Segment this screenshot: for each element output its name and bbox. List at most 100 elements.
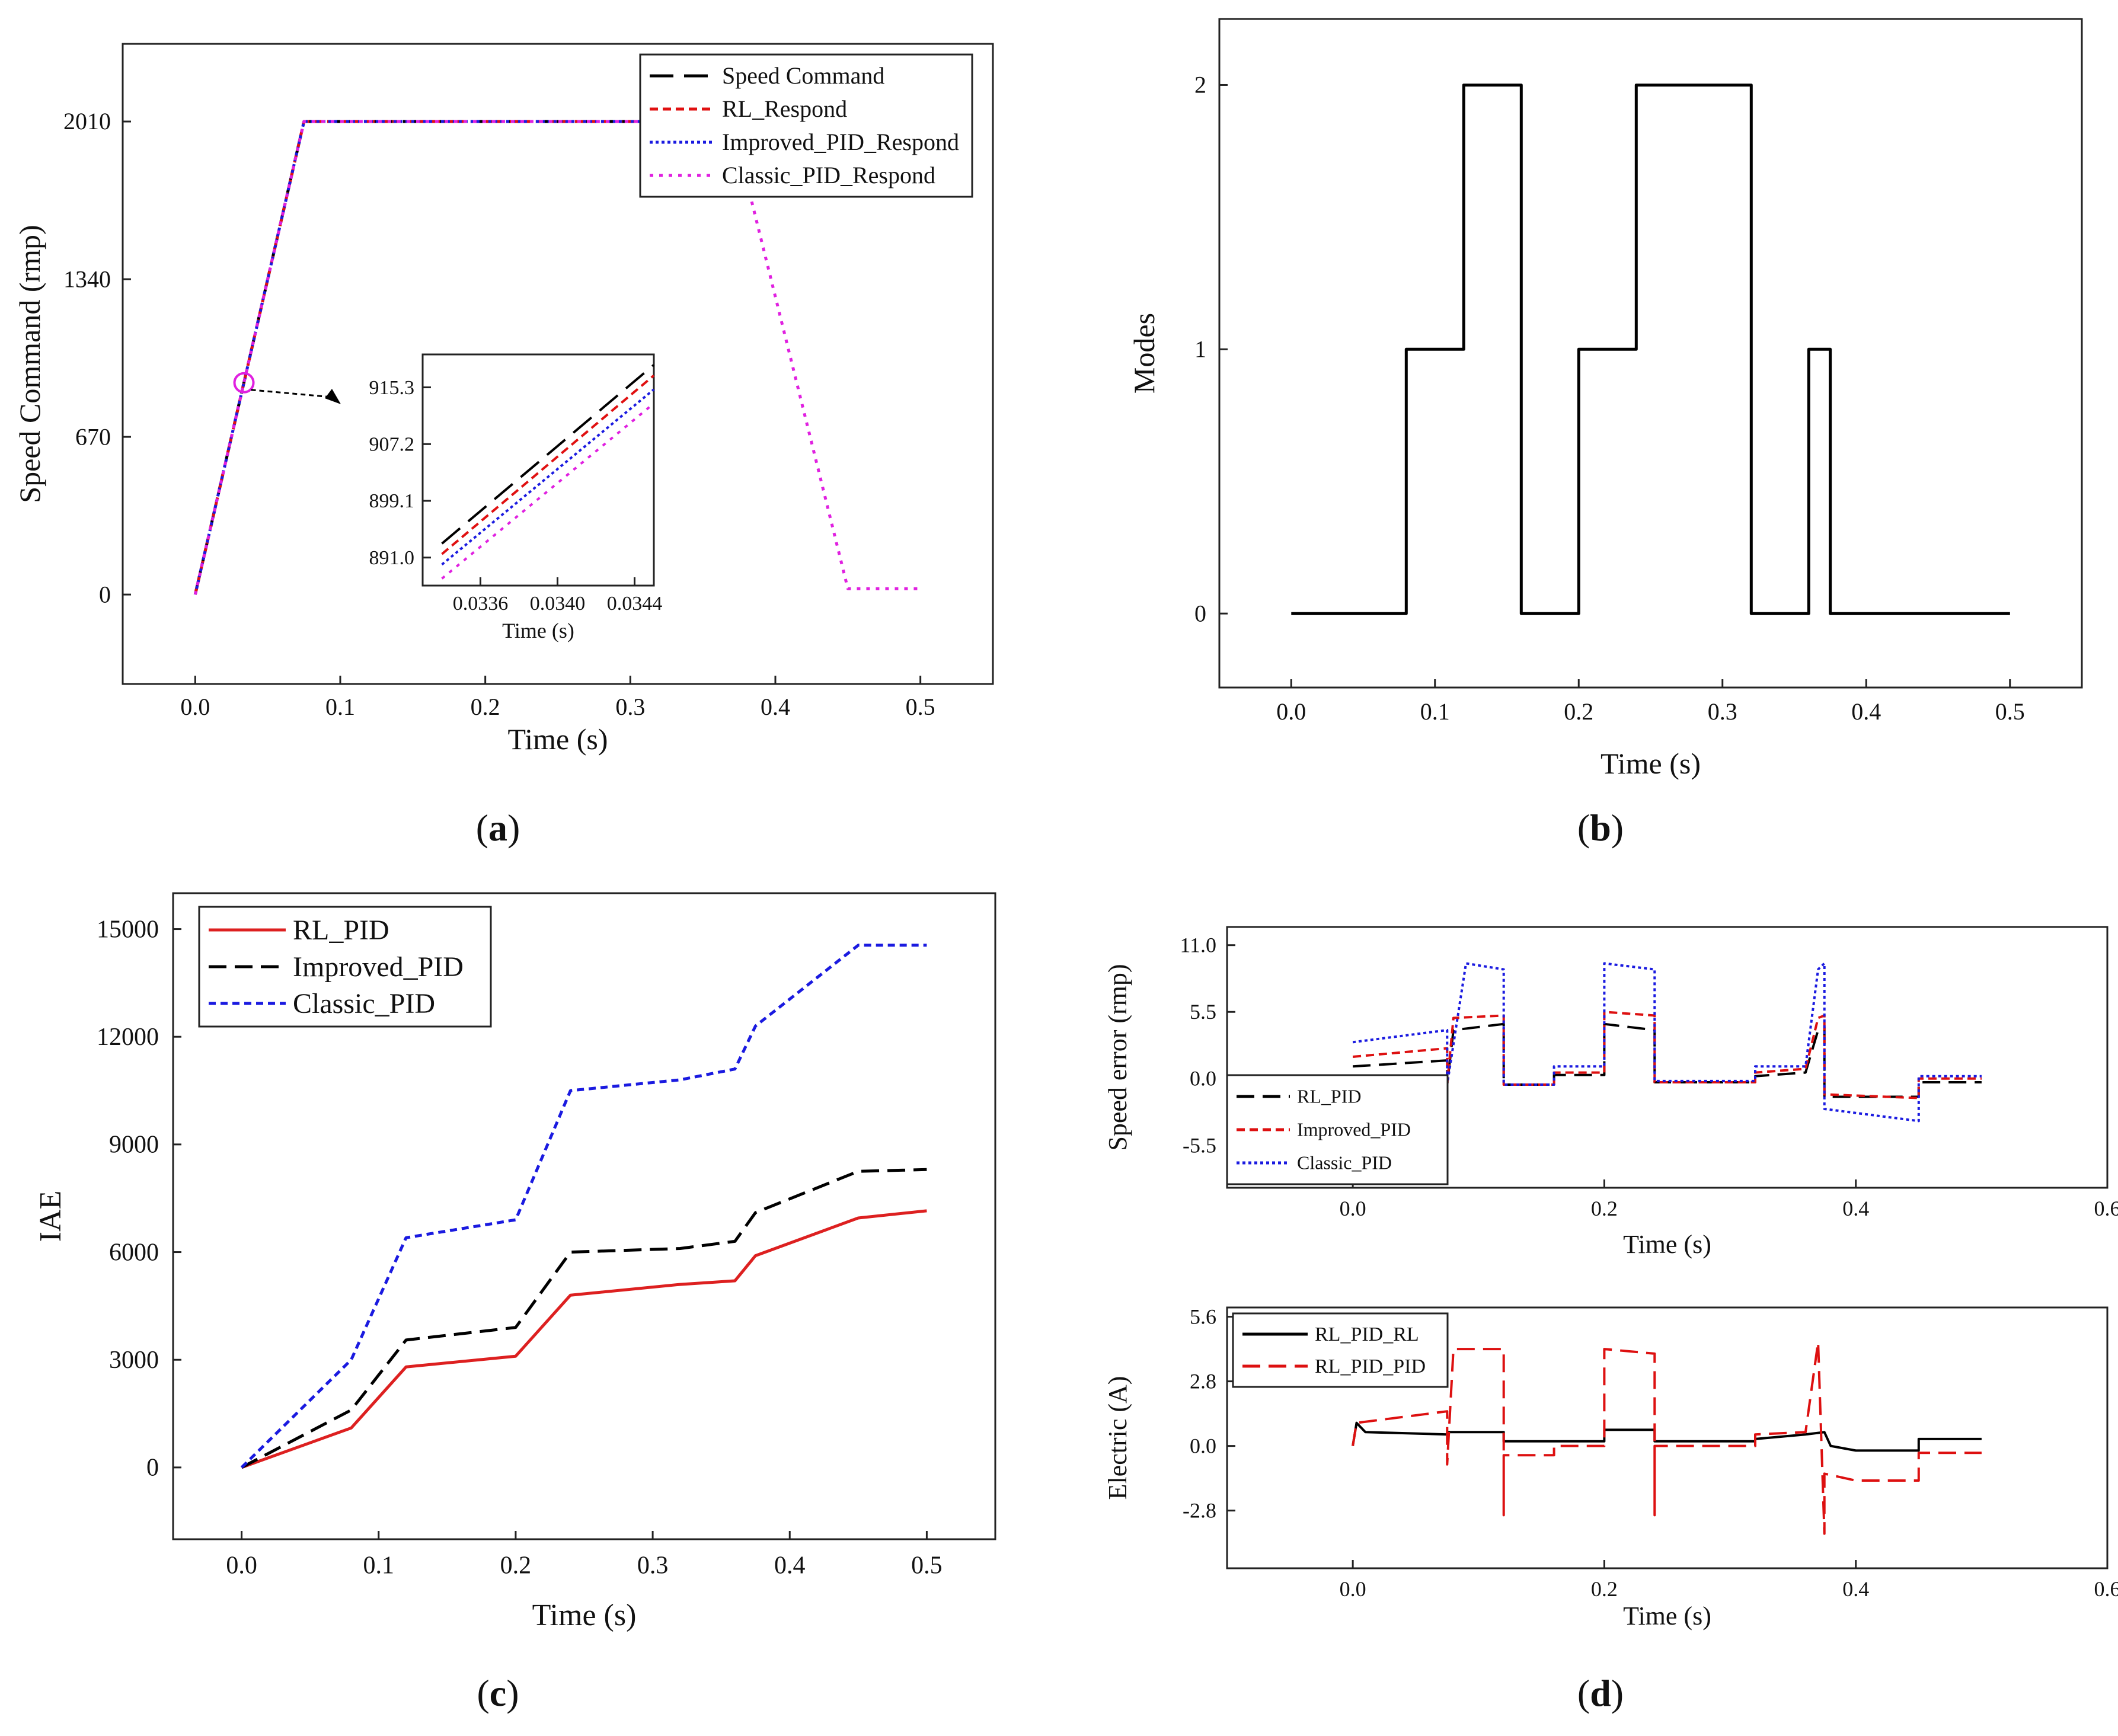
a-inset-xtick-label: 0.0340 <box>530 593 586 615</box>
a-zoom-marker <box>233 372 255 394</box>
d1-legend-label: Classic_PID <box>1297 1152 1392 1174</box>
c-xtick-label: 0.3 <box>637 1552 669 1580</box>
c-ytick-label: 12000 <box>97 1024 159 1051</box>
a-x-axis-title: Time (s) <box>507 722 608 756</box>
c-y-axis-title: IAE <box>34 1191 68 1242</box>
a-ytick-label: 670 <box>75 423 111 450</box>
c-ytick-label: 0 <box>146 1454 159 1482</box>
b-xtick-label: 0.0 <box>1276 698 1306 725</box>
a-series-rl-respond <box>193 120 921 595</box>
b-ytick-label: 0 <box>1194 600 1206 626</box>
c-series-improved-pid <box>241 1168 927 1469</box>
b-ytick-label: 2 <box>1194 72 1206 98</box>
d1-xtick-label: 0.4 <box>1842 1197 1869 1220</box>
c-xtick-label: 0.1 <box>363 1552 395 1580</box>
d1-y-axis-title: Speed error (rmp) <box>1103 964 1132 1150</box>
b-xtick-label: 0.4 <box>1851 698 1881 725</box>
c-plot-frame <box>172 892 996 1540</box>
a-xtick-label: 0.0 <box>180 693 210 720</box>
a-inset-ytick-label: 899.1 <box>369 490 415 512</box>
a-legend-label: Improved_PID_Respond <box>722 129 959 155</box>
b-xtick-label: 0.3 <box>1708 698 1737 725</box>
d1-xtick-label: 0.2 <box>1591 1197 1618 1220</box>
a-inset-ytick-label: 891.0 <box>369 547 415 569</box>
d1-plot-frame <box>1226 926 2109 1189</box>
a-inset-series-speed command <box>441 364 655 545</box>
d1-ytick-label: -5.5 <box>1183 1133 1216 1157</box>
caption-d: (d) <box>1577 1672 1624 1714</box>
c-xtick-label: 0.5 <box>911 1552 943 1580</box>
c-xtick-label: 0.0 <box>226 1552 257 1580</box>
c-series-classic-pid <box>240 944 927 1469</box>
d1-xtick-label: 0.6 <box>2094 1197 2118 1220</box>
d1-ytick-label: 5.5 <box>1190 1000 1216 1024</box>
d1-xtick-label: 0.0 <box>1340 1197 1366 1220</box>
d1-ytick-label: 11.0 <box>1180 933 1216 957</box>
d2-xtick-label: 0.4 <box>1842 1577 1869 1601</box>
d2-ytick-label: 5.6 <box>1190 1305 1216 1328</box>
d2-xtick-label: 0.2 <box>1591 1577 1618 1601</box>
a-inset-bg <box>423 354 654 586</box>
b-xtick-label: 0.5 <box>1995 698 2025 725</box>
c-legend-label: RL_PID <box>293 915 389 946</box>
a-legend-label: Speed Command <box>722 62 884 89</box>
a-inset-ytick-label: 915.3 <box>369 377 415 399</box>
b-xtick-label: 0.2 <box>1564 698 1593 725</box>
a-inset-series-classic-pid-respond <box>441 402 655 580</box>
c-ytick-label: 6000 <box>109 1239 159 1266</box>
d2-legend-label: RL_PID_RL <box>1315 1323 1419 1345</box>
b-ytick-label: 1 <box>1194 336 1206 363</box>
d1-x-axis-title: Time (s) <box>1623 1230 1711 1259</box>
a-inset-plot-frame <box>421 353 655 587</box>
b-x-axis-title: Time (s) <box>1601 747 1701 780</box>
d2-series-rl-pid-pid <box>1352 1341 1982 1535</box>
a-y-axis-title: Speed Command (rmp) <box>13 225 46 503</box>
caption-b: (b) <box>1577 807 1624 849</box>
d2-xtick-label: 0.6 <box>2094 1577 2118 1601</box>
a-inset-ytick-label: 907.2 <box>369 433 415 455</box>
c-legend-label: Classic_PID <box>293 988 435 1019</box>
d2-legend-box <box>1232 1312 1449 1388</box>
a-zoom-arrowhead <box>325 389 341 404</box>
d1-ytick-label: 0.0 <box>1190 1067 1216 1091</box>
b-series-modes <box>1291 84 2010 615</box>
c-x-axis-title: Time (s) <box>532 1598 637 1632</box>
d2-ytick-label: -2.8 <box>1183 1499 1216 1523</box>
a-xtick-label: 0.5 <box>906 693 935 720</box>
a-ytick-label: 2010 <box>63 108 111 135</box>
a-xtick-label: 0.3 <box>615 693 645 720</box>
a-xtick-label: 0.1 <box>325 693 355 720</box>
c-legend-label: Improved_PID <box>293 951 464 983</box>
a-legend-box <box>639 53 973 198</box>
b-plot-frame <box>1218 18 2083 689</box>
b-xtick-label: 0.1 <box>1420 698 1450 725</box>
d1-series-classic-pid <box>1352 962 1982 1123</box>
c-series-rl-pid <box>241 1209 927 1469</box>
a-ytick-label: 0 <box>99 581 111 608</box>
b-y-axis-title: Modes <box>1127 313 1161 394</box>
a-inset-x-axis-title: Time (s) <box>502 619 574 642</box>
d2-xtick-label: 0.0 <box>1340 1577 1366 1601</box>
d1-legend-label: RL_PID <box>1297 1086 1361 1107</box>
c-ytick-label: 3000 <box>109 1347 159 1374</box>
a-inset-series-rl-respond <box>441 374 655 555</box>
d2-x-axis-title: Time (s) <box>1623 1601 1711 1631</box>
d2-legend-label: RL_PID_PID <box>1315 1355 1426 1377</box>
a-legend-label: RL_Respond <box>722 95 847 122</box>
caption-a: (a) <box>475 807 520 849</box>
a-inset-series-improved-pid-respond <box>441 388 655 566</box>
a-legend-label: Classic_PID_Respond <box>722 162 935 188</box>
c-xtick-label: 0.2 <box>500 1552 532 1580</box>
d2-ytick-label: 2.8 <box>1190 1369 1216 1393</box>
caption-c: (c) <box>477 1672 519 1714</box>
a-zoom-arrow <box>251 389 333 398</box>
a-xtick-label: 0.4 <box>761 693 790 720</box>
d2-y-axis-title: Electric (A) <box>1103 1376 1132 1500</box>
a-xtick-label: 0.2 <box>471 693 500 720</box>
c-ytick-label: 15000 <box>97 916 159 943</box>
a-ytick-label: 1340 <box>63 266 111 292</box>
d2-ytick-label: 0.0 <box>1190 1434 1216 1458</box>
a-series-classic-pid-respond <box>193 120 921 595</box>
c-xtick-label: 0.4 <box>774 1552 806 1580</box>
